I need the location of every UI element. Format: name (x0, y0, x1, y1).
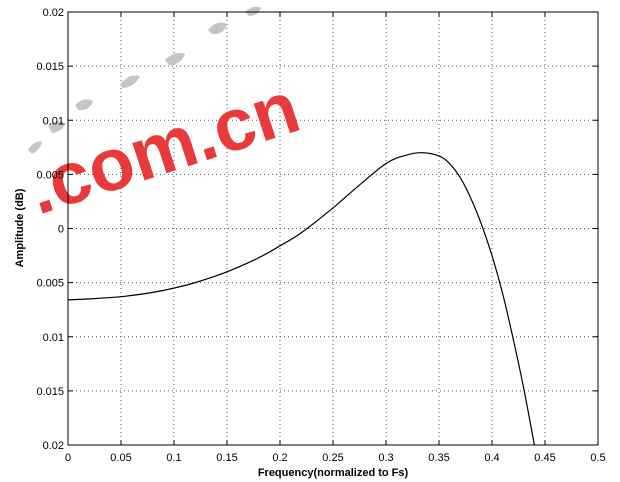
x-tick-label: 0.4 (484, 452, 499, 464)
x-tick-label: 0.1 (166, 452, 181, 464)
y-tick-label: 0.01 (43, 332, 64, 344)
y-tick-label: 0.02 (43, 440, 64, 452)
x-tick-label: 0.25 (322, 452, 343, 464)
x-tick-label: 0.2 (272, 452, 287, 464)
x-tick-label: 0.05 (110, 452, 131, 464)
x-axis-title: Frequency(normalized to Fs) (258, 467, 409, 479)
y-axis-title: Amplitude (dB) (14, 188, 26, 267)
x-tick-label: 0 (65, 452, 71, 464)
y-tick-label: 0.005 (36, 169, 64, 181)
x-axis-ticks: 0 0.05 0.1 0.15 0.2 0.25 0.3 0.35 0.4 0.45 0.5 (65, 12, 606, 464)
y-tick-label: 0.005 (36, 278, 64, 290)
x-tick-label: 0.3 (378, 452, 393, 464)
grid (68, 12, 598, 445)
amplitude-response-line (67, 152, 535, 446)
y-tick-label: 0.015 (36, 386, 64, 398)
y-axis-ticks: 0.02 0.015 0.01 0.005 0 0.005 0.01 0.015 0.02 (36, 7, 598, 452)
x-tick-label: 0.45 (534, 452, 555, 464)
x-tick-label: 0.35 (428, 452, 449, 464)
y-tick-label: 0.01 (43, 115, 64, 127)
y-tick-label: 0.02 (43, 7, 64, 19)
y-tick-label: 0.015 (36, 61, 64, 73)
y-tick-label: 0 (58, 224, 64, 236)
x-tick-label: 0.15 (216, 452, 237, 464)
x-tick-label: 0.5 (590, 452, 605, 464)
